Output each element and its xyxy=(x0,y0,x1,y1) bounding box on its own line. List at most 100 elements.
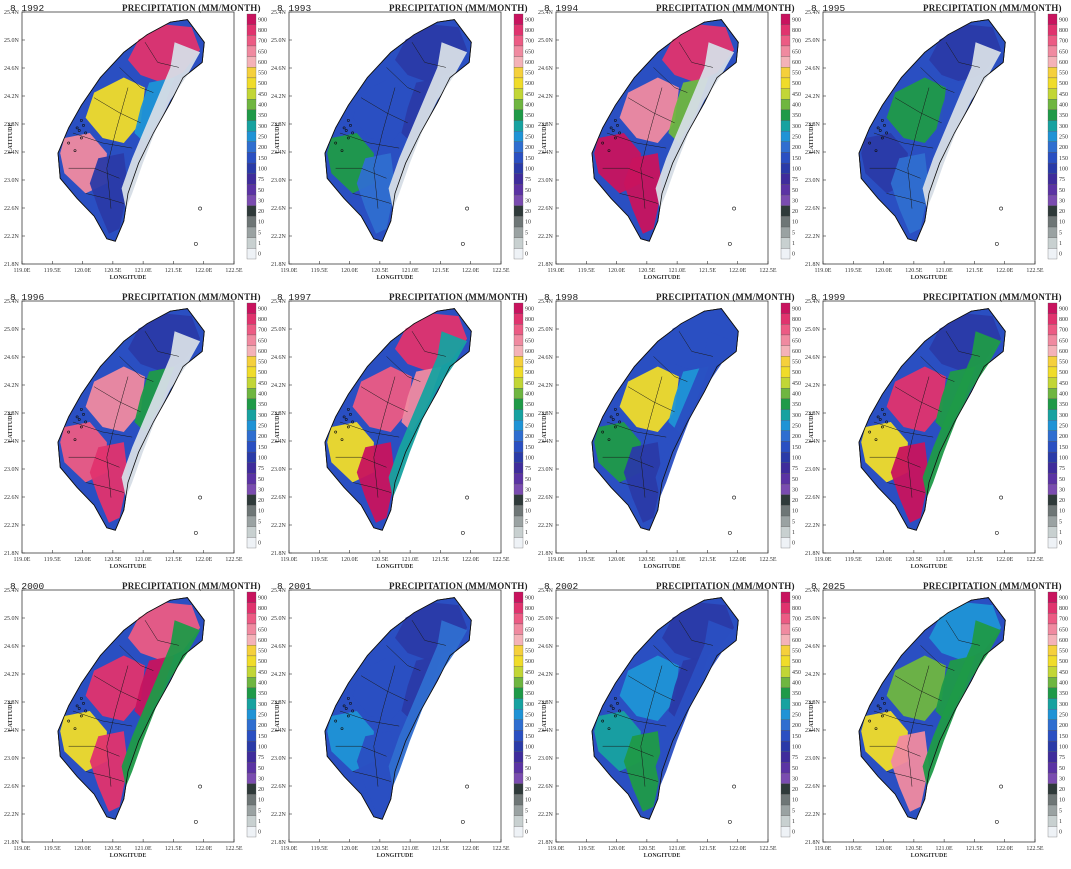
colorbar-swatch xyxy=(513,377,524,389)
county-border xyxy=(339,710,400,727)
colorbar-swatch xyxy=(246,494,257,506)
colorbar-swatch xyxy=(780,24,791,36)
panel-variable-title: PRECIPITATION (MM/MONTH) xyxy=(656,3,795,13)
colorbar-swatch xyxy=(513,441,524,453)
colorbar-label: 900 xyxy=(792,595,801,601)
colorbar-swatch xyxy=(780,324,791,336)
colorbar-swatch xyxy=(513,366,524,378)
colorbar-label: 75 xyxy=(792,466,798,472)
colorbar-label: 200 xyxy=(792,145,801,151)
longitude-tick-label: 119.5E xyxy=(44,268,61,274)
colorbar-swatch xyxy=(780,388,791,400)
colorbar-label: 150 xyxy=(258,156,267,162)
colorbar-swatch xyxy=(513,398,524,410)
colorbar-swatch xyxy=(246,537,257,549)
islet xyxy=(613,696,617,700)
county-border xyxy=(386,356,421,382)
colorbar-label: 450 xyxy=(525,92,534,98)
colorbar-label: 50 xyxy=(792,188,798,194)
colorbar-label: 5 xyxy=(1059,230,1062,236)
colorbar-label: 450 xyxy=(1059,670,1068,676)
islet xyxy=(994,819,999,824)
colorbar-label: 450 xyxy=(525,670,534,676)
colorbar-label: 700 xyxy=(525,39,534,45)
longitude-tick-label: 121.5E xyxy=(165,557,183,563)
panel-variable-title: PRECIPITATION (MM/MONTH) xyxy=(389,581,528,591)
latitude-tick-label: 23.4N xyxy=(805,150,821,156)
colorbar-swatch xyxy=(1047,302,1058,314)
colorbar-swatch xyxy=(513,677,524,689)
longitude-tick-label: 119.5E xyxy=(44,557,61,563)
longitude-tick-label: 119.5E xyxy=(311,846,328,852)
latitude-tick-label: 24.6N xyxy=(805,644,821,650)
county-border xyxy=(72,421,133,438)
colorbar-swatch xyxy=(513,602,524,614)
panel-date-title: 8 1996 xyxy=(10,292,45,303)
county-border xyxy=(873,710,934,727)
map-panel: 25.4N 25.0N 24.6N 24.2N 23.8N 23.4N 23.0N 22.6N… xyxy=(2,2,269,291)
colorbar-swatch xyxy=(246,377,257,389)
precipitation-map: 25.4N 25.0N 24.6N 24.2N 23.8N 23.4N 23.0N 22.6N… xyxy=(805,299,1068,570)
colorbar-swatch xyxy=(780,194,791,206)
county-border xyxy=(678,42,713,68)
latitude-tick-label: 25.4N xyxy=(4,10,20,16)
county-border xyxy=(606,421,667,438)
colorbar-label: 500 xyxy=(1059,659,1068,665)
latitude-tick-label: 24.6N xyxy=(805,355,821,361)
colorbar-swatch xyxy=(1047,109,1058,121)
colorbar-label: 550 xyxy=(792,71,801,77)
colorbar-swatch xyxy=(246,751,257,763)
colorbar-label: 300 xyxy=(258,702,267,708)
colorbar-label: 250 xyxy=(1059,713,1068,719)
colorbar-swatch xyxy=(780,248,791,260)
colorbar-label: 900 xyxy=(525,306,534,312)
colorbar-swatch xyxy=(780,451,791,463)
latitude-tick-label: 24.6N xyxy=(538,644,554,650)
colorbar-label: 500 xyxy=(792,370,801,376)
colorbar-label: 550 xyxy=(525,360,534,366)
colorbar-label: 1 xyxy=(525,241,528,247)
latitude-tick-label: 22.6N xyxy=(538,784,554,790)
colorbar-swatch xyxy=(246,645,257,657)
colorbar-label: 400 xyxy=(258,103,267,109)
colorbar-label: 10 xyxy=(258,798,264,804)
latitude-tick-label: 21.8N xyxy=(271,551,287,557)
precipitation-map: 25.4N 25.0N 24.6N 24.2N 23.8N 23.4N 23.0N 22.6N… xyxy=(271,299,534,570)
colorbar-swatch xyxy=(513,194,524,206)
latitude-tick-label: 25.4N xyxy=(538,10,554,16)
islet xyxy=(609,126,613,130)
panel-date-title: 8 1992 xyxy=(10,3,45,14)
colorbar-swatch xyxy=(1047,324,1058,336)
longitude-tick-label: 121.5E xyxy=(432,557,450,563)
islet xyxy=(613,425,617,429)
colorbar-label: 700 xyxy=(792,39,801,45)
colorbar-label: 1 xyxy=(792,241,795,247)
county-border xyxy=(894,97,942,124)
colorbar-label: 75 xyxy=(1059,755,1065,761)
map-panel: 25.4N 25.0N 24.6N 24.2N 23.8N 23.4N 23.0N 22.6N… xyxy=(803,580,1070,869)
islet xyxy=(75,415,79,419)
longitude-tick-label: 122.0E xyxy=(462,557,480,563)
longitude-tick-label: 119.0E xyxy=(548,557,565,563)
y-axis-label: LATITUDE xyxy=(542,701,548,732)
colorbar-swatch xyxy=(246,77,257,89)
islet xyxy=(79,136,83,140)
colorbar-label: 550 xyxy=(1059,649,1068,655)
colorbar-label: 650 xyxy=(525,627,534,633)
county-border xyxy=(869,167,921,179)
county-border xyxy=(360,97,408,124)
islet xyxy=(82,702,85,705)
colorbar-label: 100 xyxy=(525,166,534,172)
islet xyxy=(609,415,613,419)
islet xyxy=(349,413,352,416)
latitude-tick-label: 21.8N xyxy=(4,840,20,846)
longitude-tick-label: 121.5E xyxy=(966,846,984,852)
colorbar-label: 450 xyxy=(525,381,534,387)
islet xyxy=(883,124,886,127)
colorbar-label: 30 xyxy=(1059,487,1065,493)
panel-date-title: 8 1997 xyxy=(277,292,312,303)
latitude-tick-label: 23.4N xyxy=(805,439,821,445)
longitude-tick-label: 120.0E xyxy=(875,846,893,852)
colorbar-label: 300 xyxy=(525,702,534,708)
colorbar-swatch xyxy=(513,88,524,100)
